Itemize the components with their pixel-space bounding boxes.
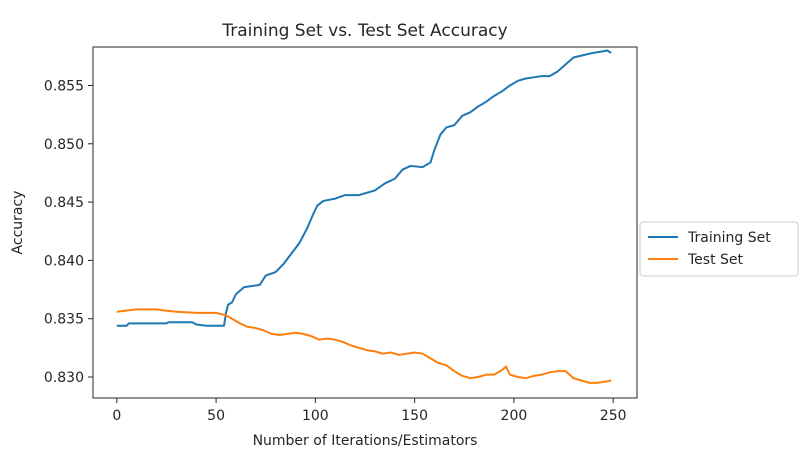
x-tick-label: 0 [112,408,121,424]
x-tick-label: 100 [302,408,329,424]
y-tick-label: 0.835 [44,312,84,328]
legend-box [639,221,799,277]
series-line-training [116,49,612,327]
x-axis: 0 50 100 150 200 250 [112,398,627,424]
legend-label: Test Set [687,252,744,268]
y-tick-label: 0.840 [44,253,84,269]
y-axis: 0.830 0.835 0.840 0.845 0.850 0.855 [44,78,93,386]
legend: Training Set Test Set [639,221,799,277]
chart-title: Training Set vs. Test Set Accuracy [221,21,507,41]
y-tick-label: 0.855 [44,78,84,94]
legend-label: Training Set [687,230,771,246]
y-tick-label: 0.830 [44,370,84,386]
x-tick-label: 50 [207,408,225,424]
x-axis-label: Number of Iterations/Estimators [253,433,478,449]
x-tick-label: 250 [600,408,627,424]
series-line-test [116,308,612,384]
x-tick-label: 200 [501,408,528,424]
y-tick-label: 0.845 [44,195,84,211]
y-axis-label: Accuracy [10,191,26,255]
plot-area [92,46,638,399]
x-tick-label: 150 [401,408,428,424]
y-tick-label: 0.850 [44,137,84,153]
plot-frame [92,46,638,399]
